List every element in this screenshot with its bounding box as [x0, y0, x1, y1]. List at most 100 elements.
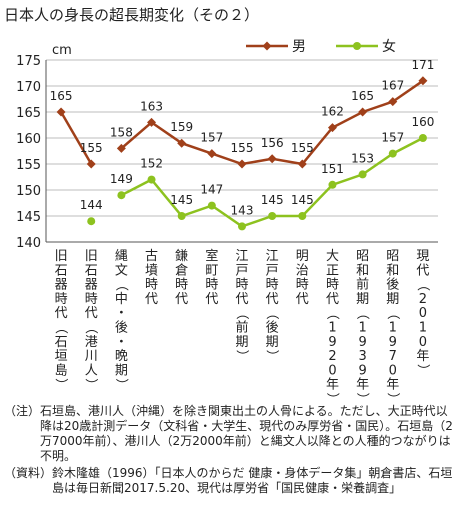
- x-tick-label: ）: [83, 378, 98, 391]
- x-tick-label: 晩: [115, 349, 128, 364]
- data-label: 171: [411, 58, 434, 72]
- x-tick-label: 文: [115, 263, 128, 278]
- x-tick-label: 戸: [266, 263, 279, 278]
- data-label: 143: [231, 203, 254, 217]
- x-tick-label: ）: [113, 378, 128, 391]
- data-point-female: [177, 212, 186, 220]
- data-point-female: [117, 191, 126, 200]
- x-tick-label: 0: [419, 335, 427, 350]
- x-tick-label: 0: [389, 363, 397, 378]
- y-tick-label: 145: [16, 210, 41, 225]
- x-tick-label: 縄: [115, 249, 128, 264]
- x-tick-label: （: [355, 307, 370, 320]
- chart-title: 日本人の身長の超長期変化（その２）: [4, 6, 260, 24]
- x-tick-label: 時: [55, 292, 68, 307]
- x-tick-label: 時: [235, 278, 248, 293]
- data-label: 167: [381, 79, 404, 93]
- x-tick-label: 石: [55, 263, 68, 278]
- x-tick-label: 昭: [356, 249, 369, 264]
- data-point-female: [298, 212, 307, 220]
- x-tick-label: 和: [386, 263, 399, 278]
- x-tick-label: ）: [324, 392, 339, 402]
- x-tick-label: 期: [115, 363, 128, 378]
- x-tick-label: 時: [326, 278, 339, 293]
- x-tick-label: 昭: [386, 249, 399, 264]
- data-label: 159: [170, 120, 193, 134]
- x-tick-label: ・: [115, 335, 128, 350]
- x-tick-label: 垣: [55, 349, 68, 364]
- x-tick-label: 代: [85, 306, 98, 321]
- x-tick-label: （: [324, 307, 339, 320]
- x-tick-label: 年: [386, 378, 399, 393]
- x-tick-label: （: [385, 307, 400, 320]
- x-tick-label: 1: [358, 321, 366, 336]
- x-tick-label: ）: [385, 392, 400, 402]
- x-tick-label: 明: [296, 249, 309, 264]
- x-tick-label: ）: [234, 350, 249, 363]
- data-point-male: [388, 97, 398, 107]
- note-text: 石垣島、港川人（沖縄）を除き関東出土の人骨による。ただし、大正時代以降は20歳計…: [40, 404, 453, 463]
- x-tick-label: （: [113, 278, 128, 291]
- legend-marker: [262, 41, 272, 51]
- x-tick-label: 年: [326, 378, 339, 393]
- data-label: 145: [261, 193, 284, 207]
- data-point-male: [86, 159, 96, 169]
- x-tick-label: 戸: [235, 263, 248, 278]
- data-point-male: [327, 123, 337, 133]
- series-line-0: [59, 111, 93, 165]
- data-label: 145: [291, 193, 314, 207]
- data-label: 147: [200, 183, 223, 197]
- x-tick-label: 時: [175, 278, 188, 293]
- x-tick-label: 3: [358, 349, 366, 364]
- data-point-male: [177, 138, 187, 148]
- data-label: 155: [231, 141, 254, 155]
- x-tick-label: 後: [115, 321, 128, 336]
- x-tick-label: 古: [145, 249, 158, 264]
- x-tick-label: 代: [416, 263, 429, 278]
- x-tick-label: 期: [235, 335, 248, 350]
- series-line-0: [120, 79, 424, 166]
- x-tick-label: 前: [235, 320, 248, 336]
- x-tick-label: 治: [296, 263, 309, 278]
- x-tick-label: 年: [356, 378, 369, 393]
- data-point-male: [297, 159, 307, 169]
- x-tick-label: 人: [85, 363, 98, 378]
- data-point-male: [116, 143, 126, 153]
- data-point-male: [358, 107, 368, 117]
- data-point-female: [147, 175, 156, 184]
- x-tick-label: 石: [55, 335, 68, 350]
- source-text: 鈴木隆雄（1996）「日本人のからだ 健康・身体データ集」朝倉書店、石垣島は毎日…: [52, 466, 453, 495]
- data-label: 155: [291, 141, 314, 155]
- x-tick-label: 代: [175, 292, 188, 307]
- x-tick-label: ）: [53, 378, 68, 391]
- x-tick-label: 年: [416, 349, 429, 364]
- x-tick-label: ）: [264, 350, 279, 363]
- x-tick-label: 0: [419, 306, 427, 321]
- x-tick-label: 代: [326, 292, 339, 307]
- x-tick-label: 江: [235, 249, 248, 264]
- y-tick-label: 150: [16, 184, 41, 199]
- data-point-male: [418, 76, 428, 86]
- data-point-male: [56, 107, 66, 117]
- x-tick-label: 9: [389, 335, 397, 350]
- y-tick-label: 165: [16, 106, 41, 121]
- x-tick-label: 旧: [55, 249, 68, 264]
- source-tag: （資料）: [4, 466, 53, 480]
- x-tick-label: ）: [415, 364, 430, 377]
- x-tick-label: 大: [326, 249, 339, 264]
- data-label: 160: [411, 115, 434, 129]
- data-point-female: [207, 201, 216, 210]
- data-point-female: [87, 217, 96, 226]
- x-tick-label: 9: [328, 335, 336, 350]
- x-tick-label: 1: [389, 321, 397, 336]
- x-tick-label: 代: [296, 292, 309, 307]
- x-tick-label: 代: [205, 292, 218, 307]
- x-tick-label: 正: [326, 263, 339, 278]
- y-tick-label: 155: [16, 158, 41, 173]
- data-point-male: [237, 159, 247, 169]
- x-tick-label: 器: [85, 278, 98, 293]
- y-tick-label: 140: [16, 236, 41, 251]
- y-tick-label: 175: [16, 54, 41, 69]
- data-label: 145: [170, 193, 193, 207]
- x-tick-label: 後: [386, 278, 399, 293]
